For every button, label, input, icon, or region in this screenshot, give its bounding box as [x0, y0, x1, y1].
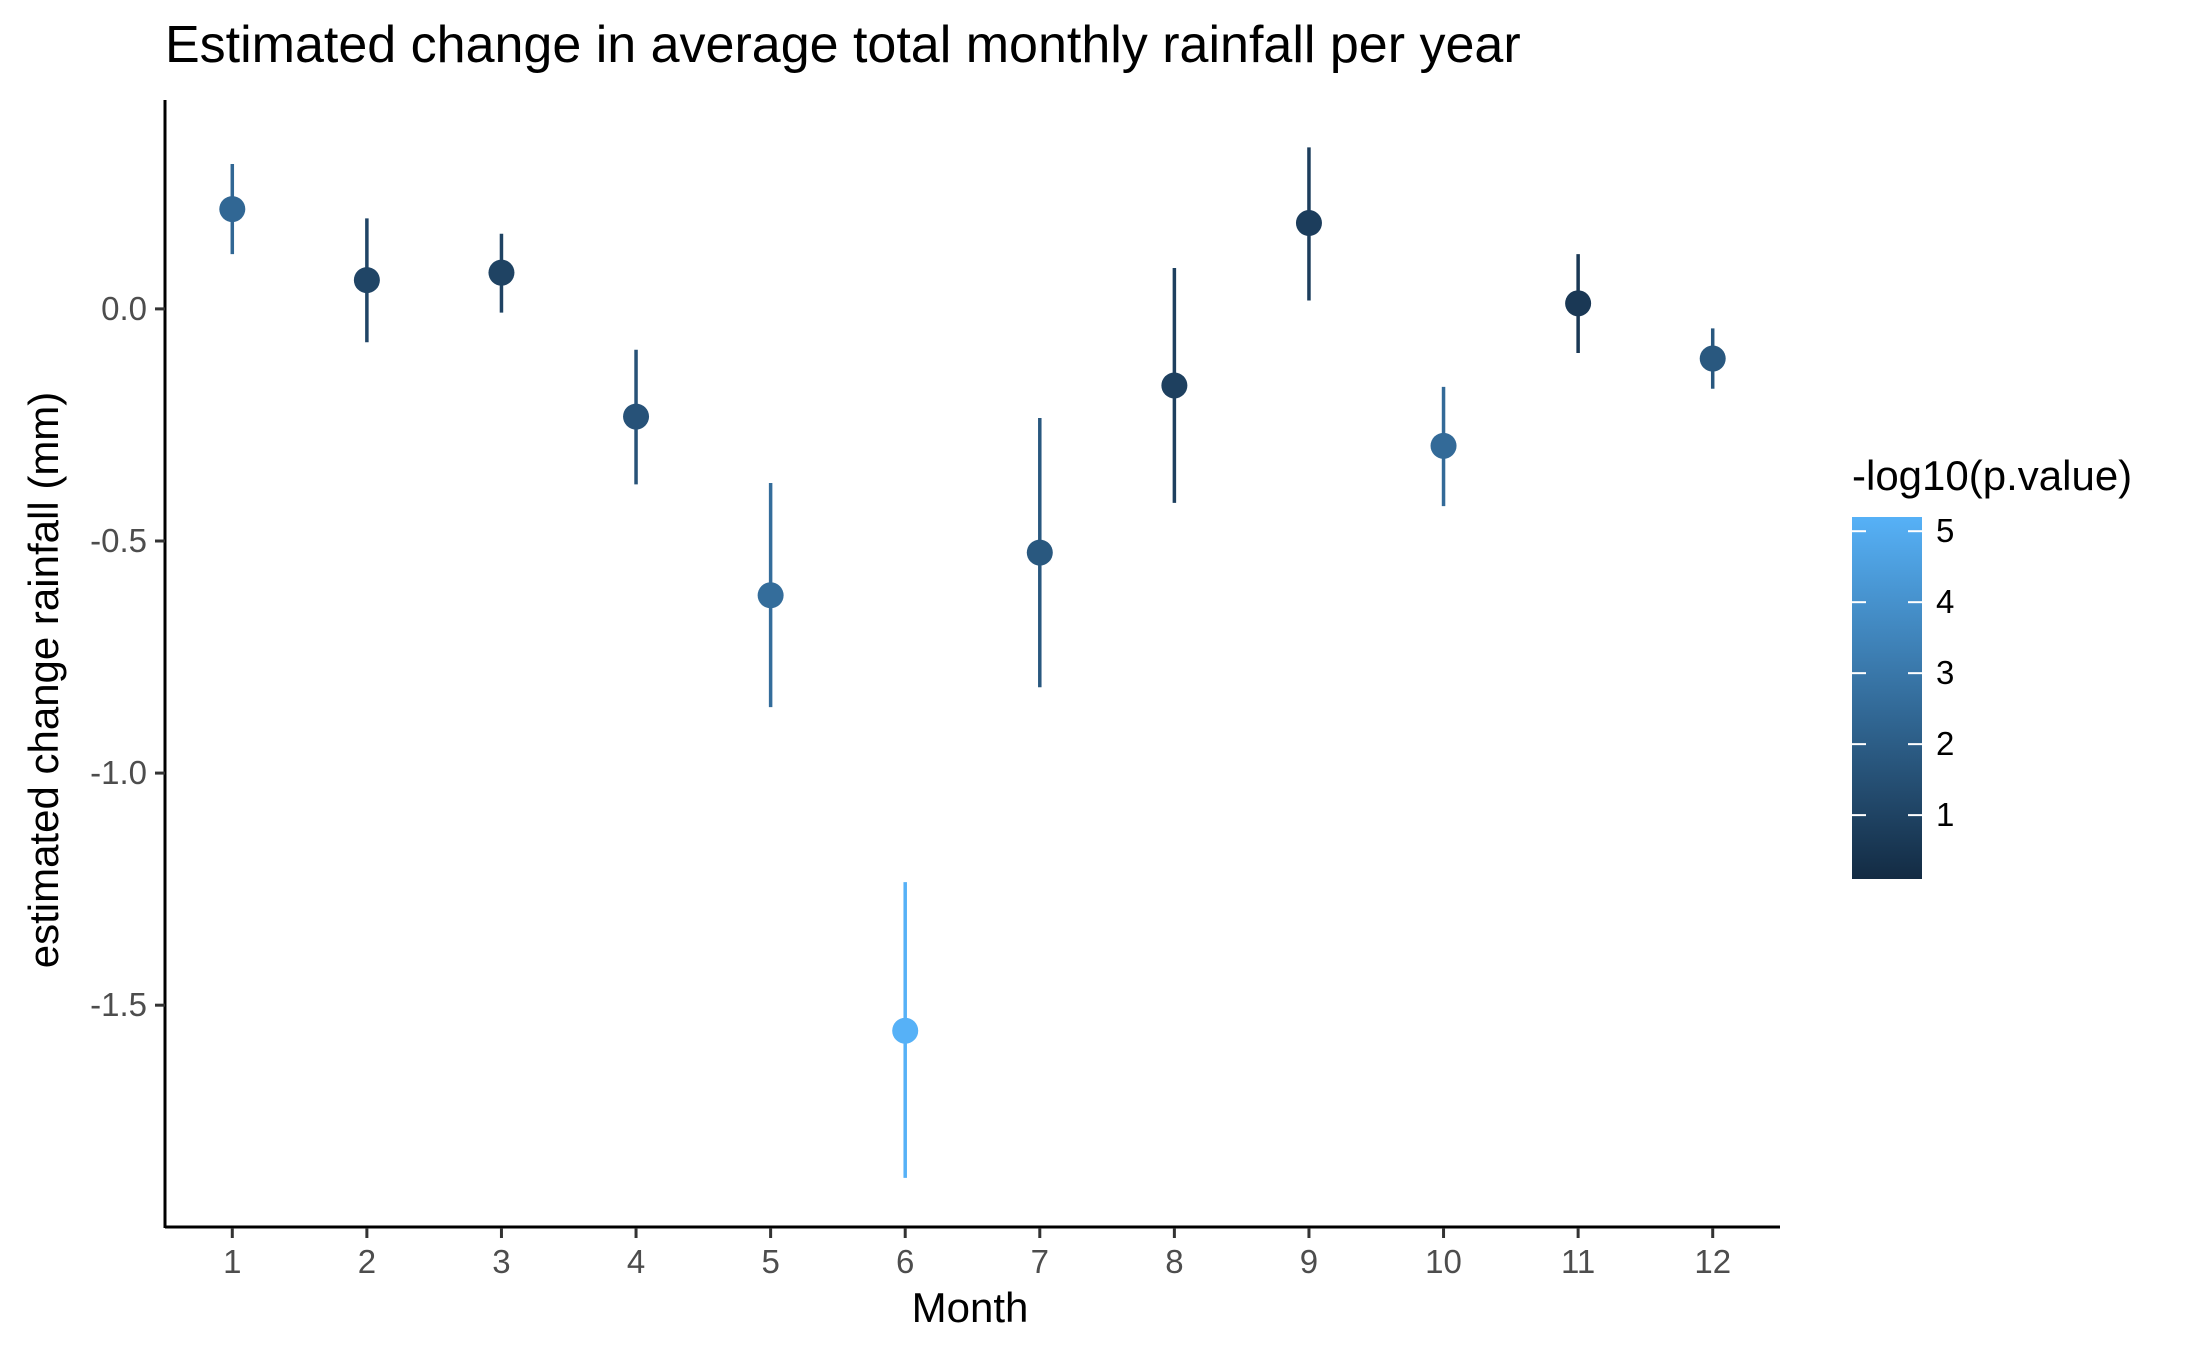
data-point: [1295, 210, 1322, 237]
data-point: [1430, 432, 1457, 459]
data-point: [488, 259, 515, 286]
legend: -log10(p.value) 1 2 3 4 5: [1852, 452, 2132, 879]
plot-area: [219, 147, 1726, 1178]
data-point: [623, 403, 650, 430]
legend-tick-label: 1: [1936, 796, 1954, 833]
y-tick-label: -1.0: [90, 754, 147, 791]
y-tick-label: -0.5: [90, 522, 147, 559]
legend-tick-label: 5: [1936, 512, 1954, 549]
data-point: [353, 267, 380, 294]
legend-tick-label: 2: [1936, 725, 1954, 762]
y-tick-label: 0.0: [101, 290, 147, 327]
x-tick-label: 5: [761, 1243, 779, 1280]
data-point: [1161, 372, 1188, 399]
data-point: [892, 1017, 919, 1044]
x-tick-label: 7: [1031, 1243, 1049, 1280]
y-tick-label: -1.5: [90, 986, 147, 1023]
x-tick-label: 8: [1165, 1243, 1183, 1280]
x-tick-label: 1: [223, 1243, 241, 1280]
x-axis-title: Month: [912, 1284, 1029, 1331]
y-axis-title: estimated change rainfall (mm): [20, 392, 67, 969]
legend-tick-label: 3: [1936, 654, 1954, 691]
legend-tick-label: 4: [1936, 583, 1954, 620]
chart-title: Estimated change in average total monthl…: [165, 16, 1521, 74]
colorbar: [1852, 517, 1922, 879]
x-tick-label: 12: [1694, 1243, 1731, 1280]
x-tick-label: 2: [358, 1243, 376, 1280]
x-tick-label: 4: [627, 1243, 645, 1280]
data-point: [1565, 290, 1592, 317]
x-tick-label: 11: [1561, 1243, 1595, 1280]
data-point: [1026, 539, 1053, 566]
x-tick-label: 3: [492, 1243, 510, 1280]
x-tick-label: 9: [1300, 1243, 1318, 1280]
x-tick-label: 6: [896, 1243, 914, 1280]
data-point: [1699, 345, 1726, 372]
data-point: [757, 582, 784, 609]
data-point: [219, 196, 246, 223]
x-tick-label: 10: [1425, 1243, 1462, 1280]
legend-title: -log10(p.value): [1852, 452, 2132, 499]
